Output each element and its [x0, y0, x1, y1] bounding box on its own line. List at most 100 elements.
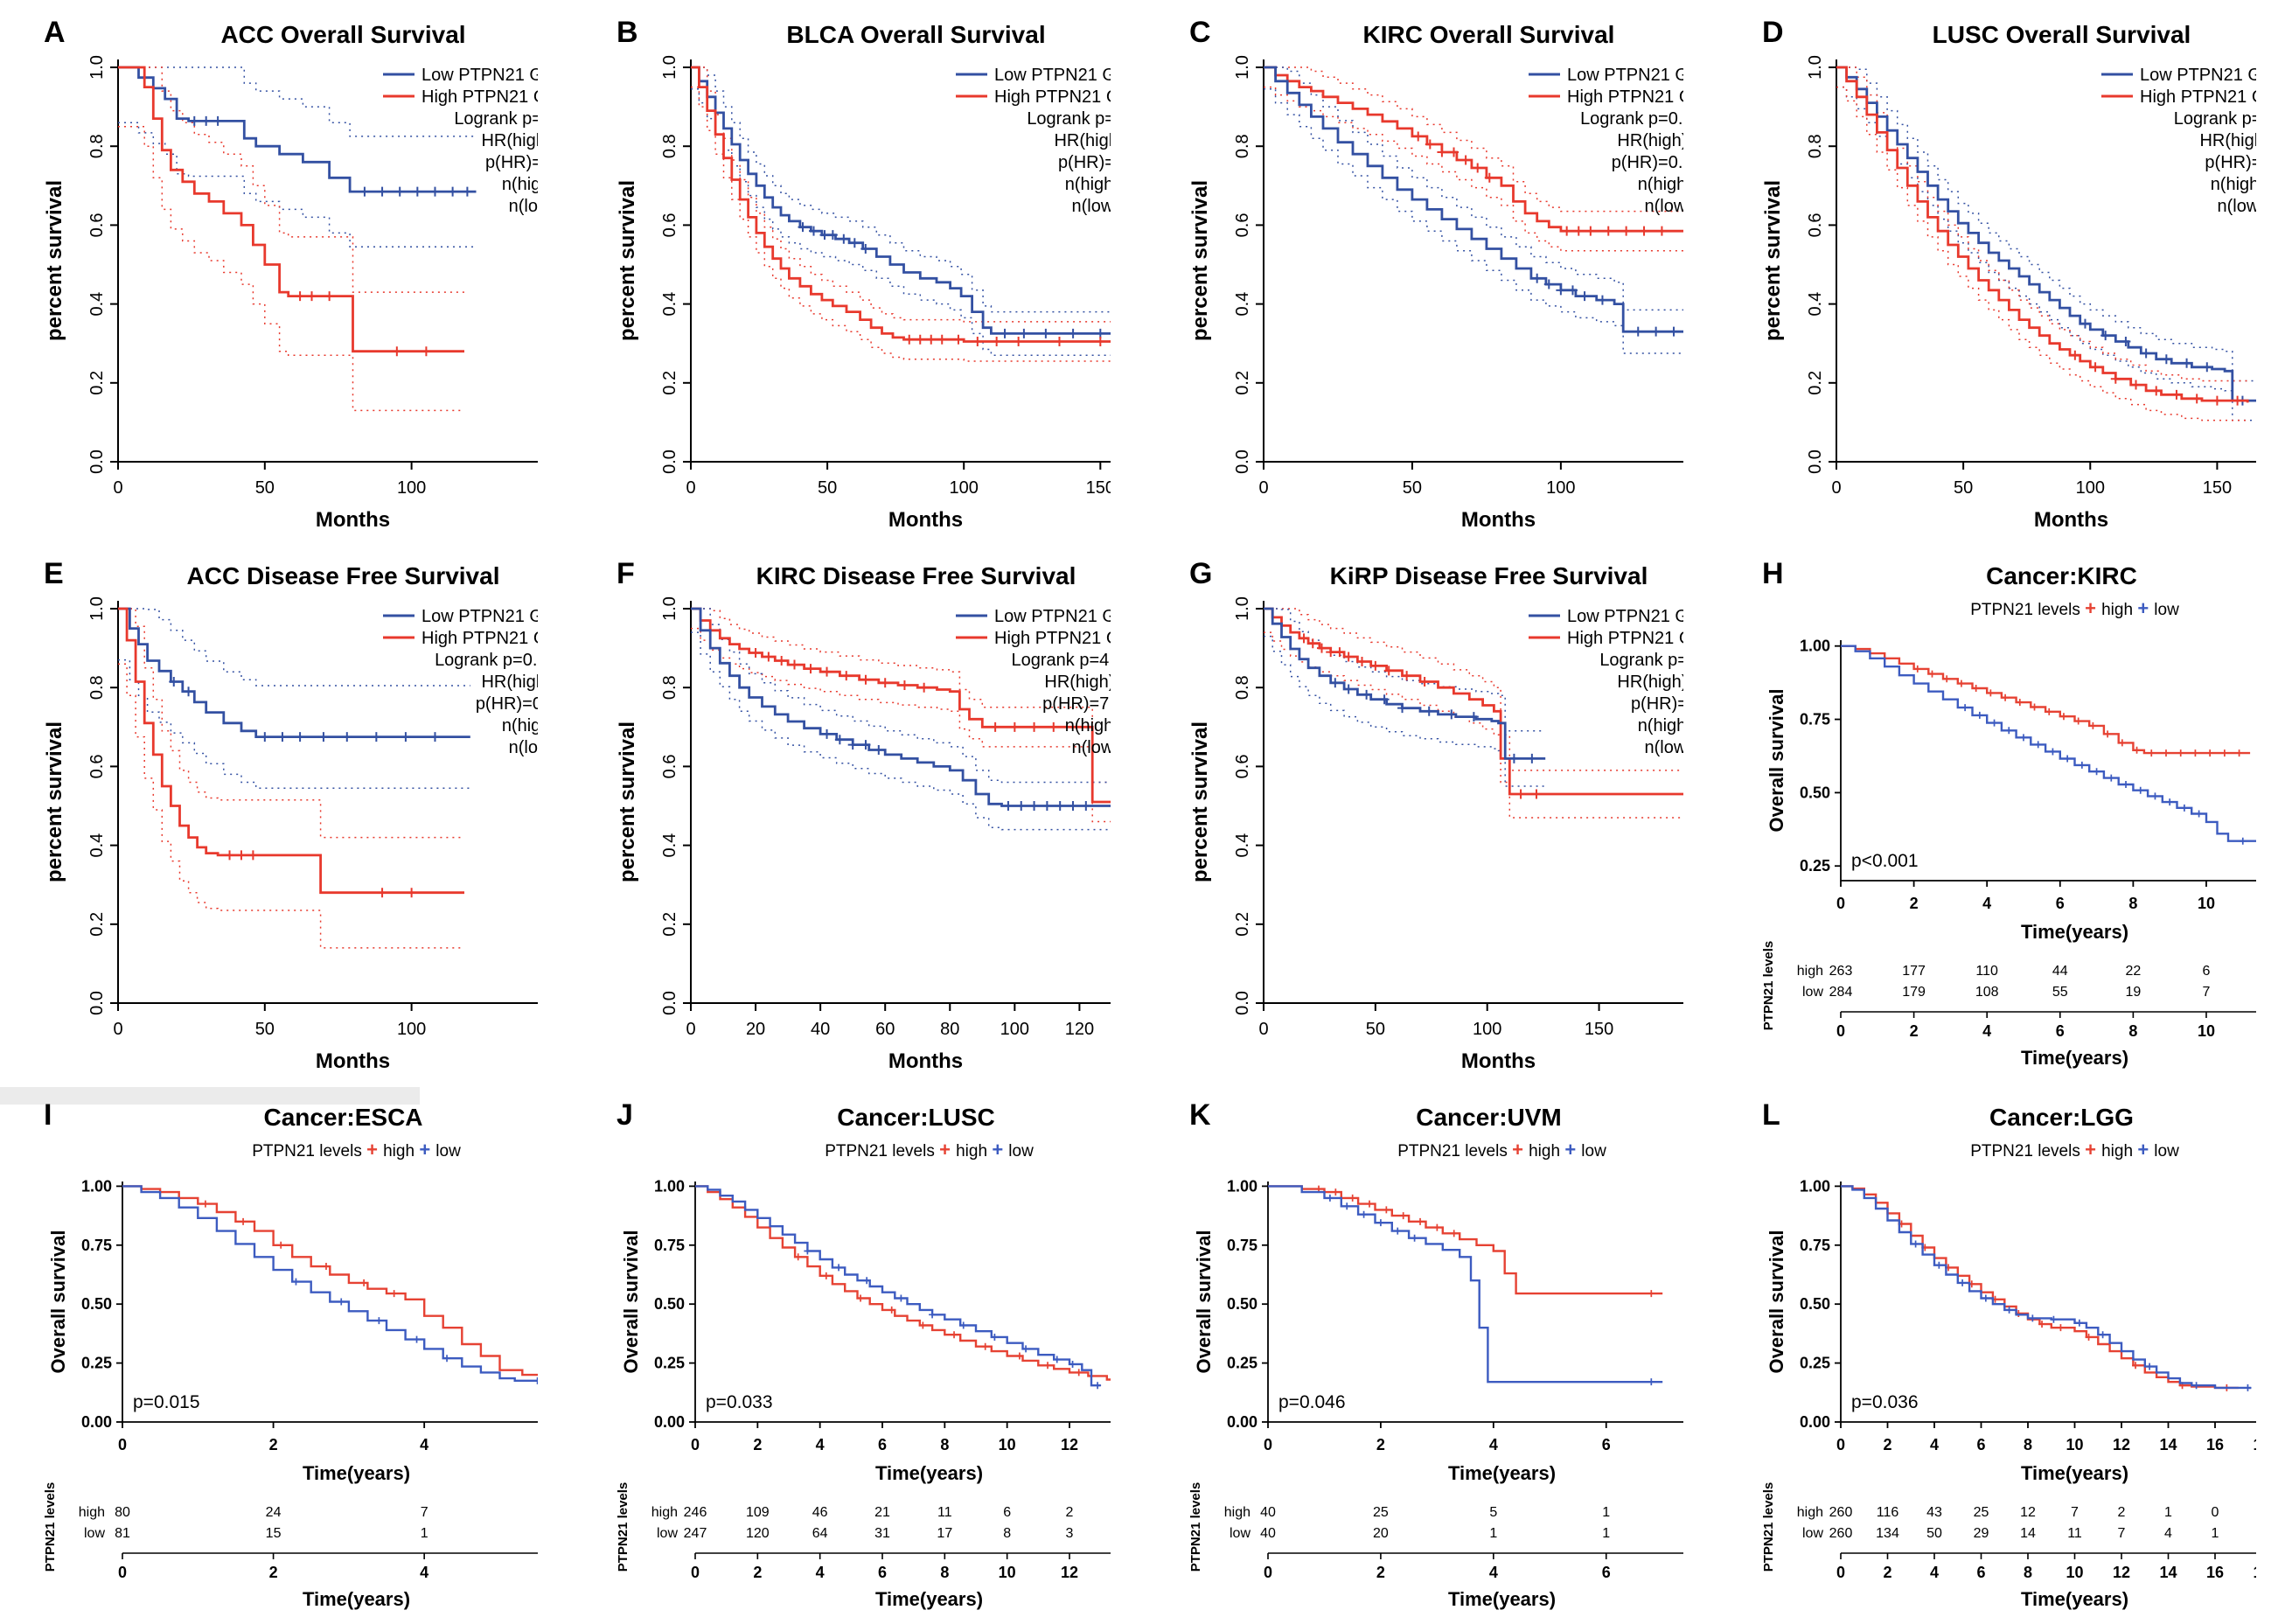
x-tick-label: 6 [2056, 895, 2065, 912]
risk-count: 25 [1373, 1505, 1389, 1520]
risk-axis-tick-label: 8 [2128, 1022, 2137, 1040]
censor-mark [822, 1272, 830, 1279]
y-tick-label: 1.0 [87, 596, 107, 621]
stat-line: n(high)=256 [1638, 175, 1683, 194]
x-axis-label: Months [888, 1049, 963, 1069]
x-tick-label: 4 [816, 1436, 825, 1453]
x-tick-label: 100 [2076, 478, 2105, 498]
censor-mark [1928, 670, 1936, 678]
censor-mark [394, 186, 405, 197]
censor-mark [1473, 163, 1483, 173]
censor-mark [2202, 362, 2212, 373]
risk-count: 260 [1829, 1526, 1853, 1541]
km-curve [122, 1185, 538, 1382]
panel-label: H [1762, 557, 1784, 590]
survival-plot: 0.00.20.40.60.81.00 50 100 150Monthspercent… [616, 55, 1111, 527]
risk-axis-tick-label: 10 [2066, 1564, 2083, 1581]
censor-mark [1334, 647, 1345, 658]
censor-mark [2107, 774, 2115, 782]
censor-mark [822, 728, 833, 739]
censor-mark [1348, 1194, 1356, 1202]
survival-plot: 0.00.20.40.60.81.00 50 100 150Monthspercent… [43, 55, 538, 527]
censor-mark [2070, 350, 2080, 360]
x-axis-label: Months [888, 508, 963, 527]
risk-count: 1 [1602, 1526, 1610, 1541]
plus-marker-icon: + [2085, 1139, 2101, 1160]
risk-axis-tick-label: 10 [999, 1564, 1016, 1581]
censor-mark [2050, 1315, 2058, 1323]
stat-line: p(HR)=0.018 [1631, 694, 1683, 714]
risk-axis-tick-label: 2 [1883, 1564, 1891, 1581]
risk-count: 11 [937, 1505, 952, 1520]
censor-mark [225, 850, 235, 861]
x-tick-label: 0 [691, 1436, 700, 1453]
km-curve [118, 66, 464, 353]
plus-marker-icon: + [419, 1139, 435, 1160]
censor-mark [429, 732, 440, 742]
risk-count: 40 [1260, 1505, 1276, 1520]
censor-mark [1460, 155, 1471, 165]
stat-line: n(high)=256 [1065, 716, 1111, 735]
y-tick-label: 0.2 [87, 371, 107, 395]
censor-mark [2078, 761, 2086, 769]
panel-label: J [617, 1098, 633, 1132]
x-axis-label: Time(years) [1448, 1462, 1556, 1484]
legend-title: PTPN21 levels [1970, 1142, 2085, 1160]
stat-line: HR(high)=0.49 [1617, 673, 1683, 692]
censor-mark [429, 186, 440, 197]
stat-line: Logrank p=0.011 [2174, 109, 2256, 129]
censor-mark [1543, 279, 1554, 289]
censor-mark [322, 1263, 330, 1271]
censor-mark [2195, 810, 2203, 818]
y-tick-label: 0.4 [87, 833, 107, 858]
ci-curve [691, 88, 1111, 356]
panel-title: Cancer:UVM [1416, 1104, 1562, 1131]
censor-mark [1397, 703, 1408, 714]
censor-mark [1068, 801, 1078, 812]
censor-mark [835, 1264, 843, 1272]
censor-mark [401, 732, 411, 742]
x-tick-label: 18 [2253, 1436, 2256, 1453]
censor-mark [260, 732, 270, 742]
risk-axis-tick-label: 16 [2206, 1564, 2224, 1581]
legend-label: high [2101, 1142, 2137, 1160]
panel-j-cancer-lusc: J Cancer:LUSC PTPN21 levels + high + low… [608, 1097, 1111, 1610]
censor-mark [1579, 291, 1590, 302]
censor-mark [863, 1277, 871, 1285]
risk-axis-tick-label: 6 [2056, 1022, 2065, 1040]
y-tick-label: 0.50 [81, 1295, 112, 1313]
x-tick-label: 12 [1061, 1436, 1078, 1453]
y-tick-label: 1.0 [87, 55, 107, 80]
risk-count: 7 [421, 1505, 428, 1520]
censor-mark [847, 740, 858, 750]
y-tick-label: 0.50 [1800, 784, 1830, 801]
censor-mark [1424, 706, 1434, 716]
censor-mark [959, 1321, 967, 1329]
x-tick-label: 100 [1546, 478, 1575, 498]
censor-mark [1326, 647, 1336, 658]
risk-count: 6 [1003, 1505, 1011, 1520]
y-axis-label: percent survival [616, 721, 639, 882]
censor-mark [1515, 789, 1526, 799]
y-tick-label: 0.8 [1806, 134, 1825, 158]
scan-artifact [0, 1087, 420, 1105]
censor-mark [2141, 348, 2151, 359]
y-tick-label: 0.2 [87, 912, 107, 937]
risk-axis-tick-label: 12 [2113, 1564, 2130, 1581]
y-tick-label: 0.8 [660, 134, 679, 158]
y-tick-label: 1.00 [81, 1177, 112, 1195]
censor-mark [1648, 1290, 1655, 1298]
censor-mark [990, 721, 1000, 732]
censor-mark [2002, 694, 2010, 701]
stat-line: HR(high)=3.3 [481, 673, 538, 692]
censor-mark [2161, 354, 2171, 365]
censor-mark [407, 888, 417, 898]
legend: PTPN21 levels + high + low [825, 1139, 1034, 1160]
x-tick-label: 0 [1831, 478, 1841, 498]
panel-h-cancer-kirc: H Cancer:KIRC PTPN21 levels + high + low… [1753, 555, 2256, 1069]
censor-mark [360, 1279, 368, 1286]
panel-label: C [1189, 16, 1211, 49]
censor-mark [2118, 739, 2126, 747]
censor-mark [1029, 721, 1040, 732]
